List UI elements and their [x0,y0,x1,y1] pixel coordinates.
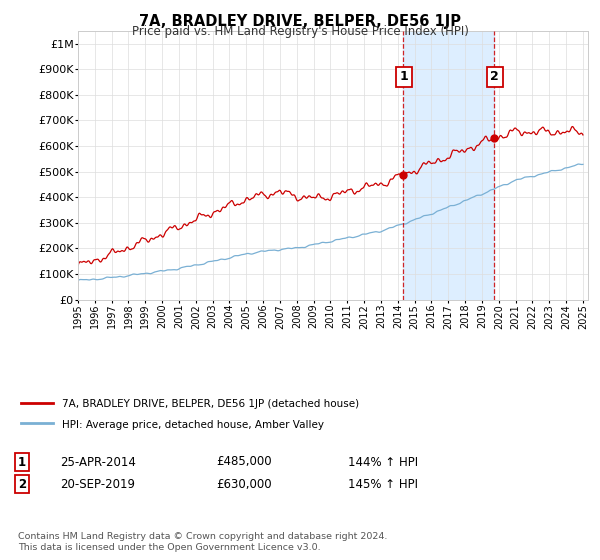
Text: Contains HM Land Registry data © Crown copyright and database right 2024.
This d: Contains HM Land Registry data © Crown c… [18,532,388,552]
Bar [403,31,494,300]
Text: 1: 1 [18,455,26,469]
Text: £485,000: £485,000 [216,455,272,469]
Text: Price paid vs. HM Land Registry's House Price Index (HPI): Price paid vs. HM Land Registry's House … [131,25,469,38]
Text: 145% ↑ HPI: 145% ↑ HPI [348,478,418,491]
Text: £630,000: £630,000 [216,478,272,491]
Text: 1: 1 [400,71,408,83]
Text: 20-SEP-2019: 20-SEP-2019 [60,478,135,491]
Text: 7A, BRADLEY DRIVE, BELPER, DE56 1JP (detached house): 7A, BRADLEY DRIVE, BELPER, DE56 1JP (det… [62,399,359,409]
Text: 7A, BRADLEY DRIVE, BELPER, DE56 1JP: 7A, BRADLEY DRIVE, BELPER, DE56 1JP [139,14,461,29]
Text: 2: 2 [18,478,26,491]
Text: 2: 2 [490,71,499,83]
Text: 25-APR-2014: 25-APR-2014 [60,455,136,469]
Text: HPI: Average price, detached house, Amber Valley: HPI: Average price, detached house, Ambe… [62,420,323,430]
Text: 144% ↑ HPI: 144% ↑ HPI [348,455,418,469]
